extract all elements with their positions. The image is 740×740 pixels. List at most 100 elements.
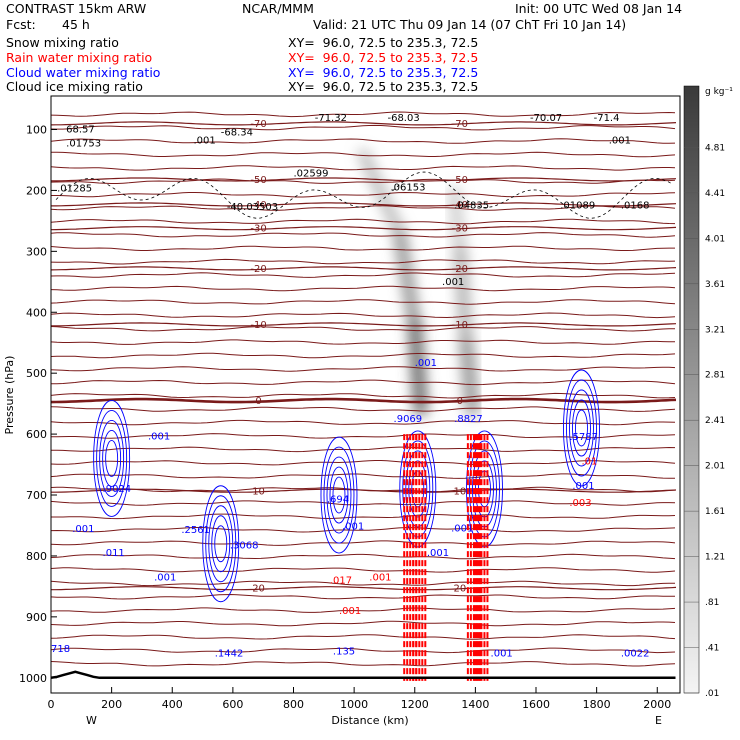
temperature-contour — [51, 312, 676, 319]
x-tick-label: 600 — [222, 698, 243, 711]
cloud-water-contour — [205, 495, 237, 593]
temperature-contour-label: 10 — [453, 486, 466, 497]
contour-annotation: .0022 — [621, 648, 650, 659]
colorbar-unit: g kg⁻¹ — [705, 87, 733, 97]
model-title: CONTRAST 15km ARW — [6, 1, 147, 16]
contour-annotation: .8827 — [454, 414, 483, 425]
cloud-water-contour — [105, 440, 119, 477]
contour-annotation: .3068 — [230, 541, 259, 552]
cloud-water-cell — [399, 430, 437, 548]
temperature-contour — [51, 567, 676, 573]
cloud-water-contour — [211, 515, 231, 573]
temperature-contour-labeled — [51, 226, 677, 231]
temperature-contour — [51, 326, 675, 332]
legend-cloudice-xy: XY= 96.0, 72.5 to 235.3, 72.5 — [288, 79, 479, 94]
cloud-water-contour — [323, 446, 355, 544]
cloud-water-contour — [332, 476, 346, 514]
contour-annotation: .0168 — [621, 201, 650, 212]
colorbar-tick-label: 3.61 — [705, 280, 725, 290]
temperature-contour — [51, 553, 676, 560]
contour-annotation: .017 — [330, 575, 352, 586]
temperature-contour-label: 0 — [457, 396, 463, 407]
x-tick-label: 1400 — [461, 698, 489, 711]
contour-annotation: .001 — [154, 572, 176, 583]
y-tick-label: 900 — [26, 611, 47, 624]
contour-annotation: -71.4 — [594, 113, 620, 124]
temperature-contour — [51, 580, 675, 587]
contour-annotation: -68.03 — [387, 113, 419, 124]
y-tick-label: 400 — [26, 306, 47, 319]
temperature-contour — [51, 433, 676, 439]
legend-rain-xy: XY= 96.0, 72.5 to 235.3, 72.5 — [288, 50, 479, 65]
forecast-label: Fcst: — [6, 17, 36, 32]
snow-plume-segment — [408, 318, 427, 416]
temperature-contour-label: -10 — [250, 320, 266, 331]
y-tick-label: 800 — [26, 550, 47, 563]
cloud-water-cell — [93, 400, 131, 517]
temperature-contour — [51, 191, 676, 198]
x-tick-label: 1600 — [522, 698, 550, 711]
x-tick-label: 1000 — [340, 698, 368, 711]
y-tick-label: 500 — [26, 367, 47, 380]
temperature-contour-label: -40 — [250, 200, 266, 211]
x-tick-label: 1200 — [401, 698, 429, 711]
contour-annotation: 718 — [51, 644, 70, 655]
temperature-contour — [51, 218, 676, 225]
colorbar-tick-label: 2.81 — [705, 371, 725, 381]
y-tick-label: 700 — [26, 489, 47, 502]
temperature-contour — [51, 406, 676, 412]
legend-cloudice-name: Cloud ice mixing ratio — [6, 79, 143, 94]
snow-plume — [358, 149, 427, 416]
surface-line — [51, 670, 676, 680]
colorbar-tick-label: .01 — [705, 689, 719, 699]
contour-annotation: .135 — [333, 647, 355, 658]
forecast-hour: 45 h — [62, 17, 90, 32]
y-tick-label: 600 — [26, 428, 47, 441]
snow-plume-segment — [460, 336, 479, 416]
legend-snow-name: Snow mixing ratio — [6, 35, 119, 50]
temperature-contour — [51, 379, 676, 386]
temperature-contour — [51, 527, 676, 533]
contour-annotation: .02599 — [294, 168, 329, 179]
temperature-contour — [51, 138, 676, 144]
contour-annotation: .01089 — [560, 201, 595, 212]
temperature-contour-label: 20 — [252, 584, 265, 595]
init-time: Init: 00 UTC Wed 08 Jan 14 — [515, 1, 683, 16]
contour-annotation: .9069 — [394, 414, 423, 425]
valid-time: Valid: 21 UTC Thu 09 Jan 14 (07 ChT Fri … — [313, 17, 627, 32]
temperature-contour-labeled — [51, 266, 677, 271]
temperature-contour-labeled — [51, 322, 677, 327]
temperature-contour-labeled — [51, 121, 677, 126]
temperature-contour-label: -20 — [250, 264, 266, 275]
cloud-water-contour — [93, 400, 131, 517]
temperature-contour — [51, 299, 676, 305]
temperature-contour-labeled — [51, 202, 677, 207]
contour-annotation: .001 — [148, 432, 170, 443]
cloud-water-contour — [329, 466, 349, 524]
temperature-contour-label: -40 — [452, 200, 468, 211]
temperature-contour-label: -10 — [452, 320, 468, 331]
contour-annotation: -68.34 — [221, 128, 253, 139]
cloud-water-contour — [102, 430, 122, 487]
temperature-contour — [51, 419, 676, 426]
x-tick-label: 200 — [101, 698, 122, 711]
y-tick-label: 300 — [26, 245, 47, 258]
contour-annotation: .001 — [491, 648, 513, 659]
contour-annotation: 68.57 — [66, 125, 95, 136]
temperature-contour — [51, 245, 675, 251]
temperature-contour-label: -20 — [452, 264, 468, 275]
temperature-contour — [51, 339, 675, 345]
x-tick-label: 2000 — [643, 698, 671, 711]
contour-annotation: .001 — [369, 572, 391, 583]
temperature-contour — [51, 647, 676, 654]
cloud-water-contour — [202, 485, 240, 603]
temperature-contour-label: 10 — [252, 486, 265, 497]
cloud-water-contour — [399, 430, 437, 548]
contour-annotation: .01285 — [57, 184, 92, 195]
temperature-contour — [51, 392, 676, 399]
colorbar-tick-label: 3.21 — [705, 325, 725, 335]
snow-plume-segment — [449, 186, 465, 256]
temperature-contour — [51, 205, 676, 211]
west-label: W — [86, 714, 97, 727]
